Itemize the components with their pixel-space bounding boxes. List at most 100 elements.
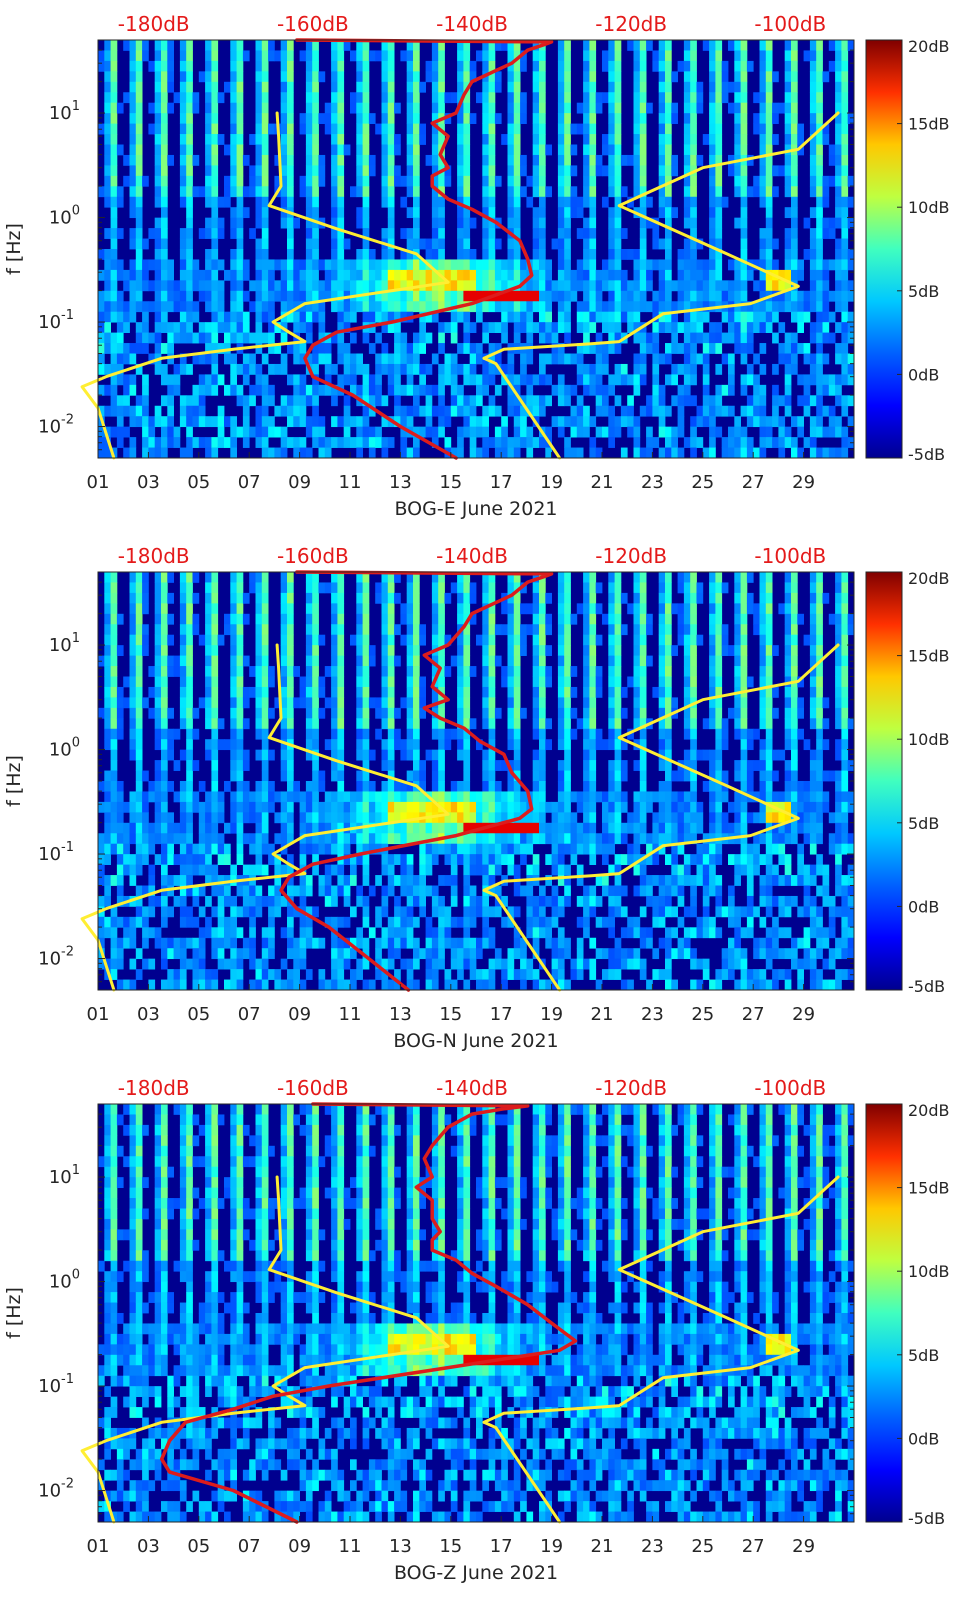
heatmap-cell [104, 634, 111, 646]
heatmap-cell [148, 447, 156, 459]
heatmap-cell [167, 384, 174, 396]
heatmap-cell [255, 666, 263, 677]
heatmap-cell [482, 749, 489, 761]
heatmap-cell [129, 290, 137, 302]
heatmap-cell [759, 416, 767, 428]
heatmap-cell [501, 426, 508, 438]
heatmap-cell [841, 238, 849, 250]
heatmap-cell [614, 92, 622, 104]
heatmap-cell [142, 395, 149, 407]
heatmap-cell [362, 645, 370, 656]
heatmap-cell [709, 207, 716, 219]
heatmap-cell [494, 781, 502, 792]
heatmap-cell [419, 363, 426, 375]
heatmap-cell [337, 801, 345, 813]
heatmap-cell [381, 123, 389, 135]
heatmap-cell [400, 812, 408, 824]
heatmap-cell [419, 948, 426, 960]
heatmap-cell [431, 801, 439, 813]
heatmap-cell [261, 833, 269, 845]
heatmap-cell [728, 290, 735, 302]
heatmap-cell [532, 50, 540, 62]
heatmap-cell [161, 739, 168, 751]
heatmap-cell [287, 71, 294, 83]
heatmap-cell [457, 405, 464, 417]
heatmap-cell [135, 290, 143, 302]
heatmap-cell [406, 384, 414, 396]
heatmap-cell [217, 196, 225, 208]
heatmap-cell [356, 718, 363, 730]
heatmap-cell [425, 937, 433, 949]
heatmap-cell [406, 207, 414, 219]
heatmap-cell [413, 739, 420, 751]
heatmap-cell [135, 81, 143, 93]
heatmap-cell [350, 969, 357, 980]
heatmap-cell [205, 801, 212, 813]
heatmap-cell [431, 50, 439, 62]
heatmap-cell [154, 770, 162, 782]
heatmap-cell [772, 363, 779, 375]
heatmap-cell [671, 280, 678, 292]
heatmap-cell [696, 269, 704, 281]
heatmap-cell [148, 927, 156, 939]
heatmap-cell [721, 353, 729, 365]
heatmap-cell [381, 906, 389, 918]
heatmap-cell [255, 217, 263, 229]
heatmap-cell [501, 269, 508, 281]
heatmap-cell [646, 343, 653, 354]
heatmap-cell [368, 301, 376, 313]
heatmap-cell [148, 875, 156, 886]
heatmap-cell [482, 843, 489, 855]
heatmap-cell [299, 895, 307, 907]
heatmap-cell [312, 603, 319, 615]
heatmap-cell [639, 332, 647, 344]
heatmap-cell [242, 426, 250, 438]
heatmap-cell [129, 165, 137, 177]
heatmap-cell [305, 624, 313, 636]
heatmap-cell [639, 134, 647, 145]
heatmap-cell [683, 134, 691, 145]
heatmap-cell [350, 833, 357, 845]
heatmap-cell [280, 603, 288, 615]
colorbar-label: 15dB [908, 115, 950, 134]
heatmap-cell [192, 416, 200, 428]
heatmap-cell [450, 374, 458, 386]
heatmap-cell [205, 572, 212, 583]
heatmap-cell [784, 175, 792, 187]
heatmap-cell [217, 301, 225, 313]
heatmap-cell [337, 791, 345, 803]
heatmap-cell [583, 50, 590, 62]
heatmap-cell [129, 582, 137, 594]
heatmap-cell [356, 895, 363, 907]
heatmap-cell [589, 40, 597, 51]
heatmap-cell [255, 864, 263, 876]
heatmap-cell [772, 113, 779, 124]
heatmap-cell [627, 280, 634, 292]
heatmap-cell [368, 249, 376, 260]
heatmap-cell [759, 343, 767, 354]
heatmap-cell [211, 645, 219, 656]
heatmap-cell [482, 572, 489, 583]
heatmap-cell [387, 572, 395, 583]
heatmap-cell [337, 437, 345, 448]
heatmap-cell [646, 269, 653, 281]
heatmap-cell [677, 322, 685, 333]
heatmap-cell [450, 728, 458, 740]
heatmap-cell [249, 864, 256, 876]
heatmap-cell [400, 854, 408, 865]
heatmap-cell [696, 102, 704, 114]
heatmap-cell [381, 697, 389, 709]
heatmap-cell [715, 60, 723, 72]
heatmap-cell [438, 739, 445, 751]
heatmap-cell [198, 269, 206, 281]
heatmap-cell [186, 154, 193, 166]
heatmap-cell [457, 259, 464, 271]
heatmap-cell [507, 249, 515, 260]
heatmap-cell [230, 113, 237, 124]
heatmap-cell [242, 290, 250, 302]
heatmap-cell [759, 60, 767, 72]
heatmap-cell [211, 791, 219, 803]
heatmap-cell [822, 186, 830, 198]
heatmap-cell [255, 634, 263, 646]
heatmap-cell [110, 624, 118, 636]
